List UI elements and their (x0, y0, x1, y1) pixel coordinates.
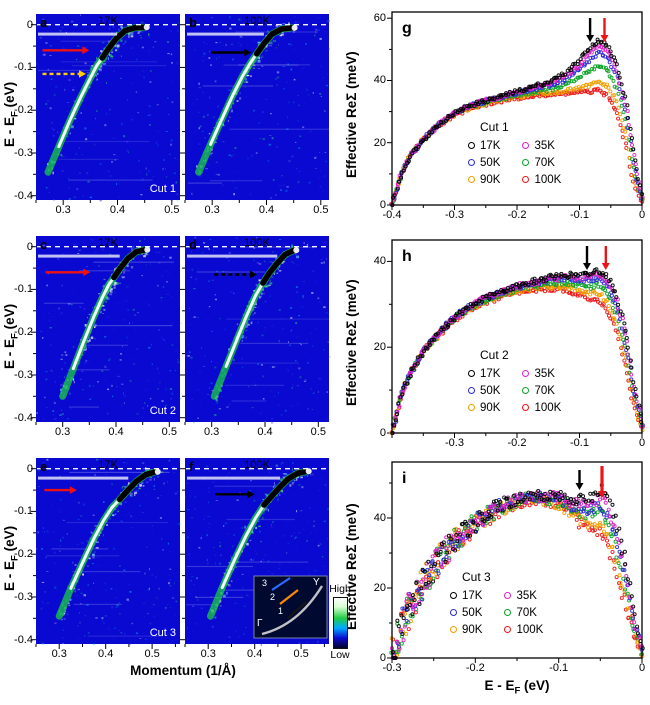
arpes-panel-b (180, 14, 331, 205)
bz-inset (253, 575, 328, 639)
resigma-panel-g (387, 11, 645, 210)
arpes-panel-c (31, 236, 182, 427)
series-h-35K (390, 271, 644, 436)
series-g-50K (390, 49, 644, 208)
arpes-panel-e (31, 458, 181, 649)
arpes-panel-d (180, 236, 333, 427)
arpes-panel-a (31, 14, 181, 205)
series-i-100K (390, 494, 644, 661)
series-g-100K (389, 86, 645, 207)
series-i-17K (390, 483, 645, 661)
resigma-panel-h (387, 239, 645, 438)
series-h-90K (389, 282, 645, 436)
series-h-100K (389, 284, 645, 435)
series-g-17K (390, 37, 645, 208)
resigma-panel-i (387, 461, 645, 663)
